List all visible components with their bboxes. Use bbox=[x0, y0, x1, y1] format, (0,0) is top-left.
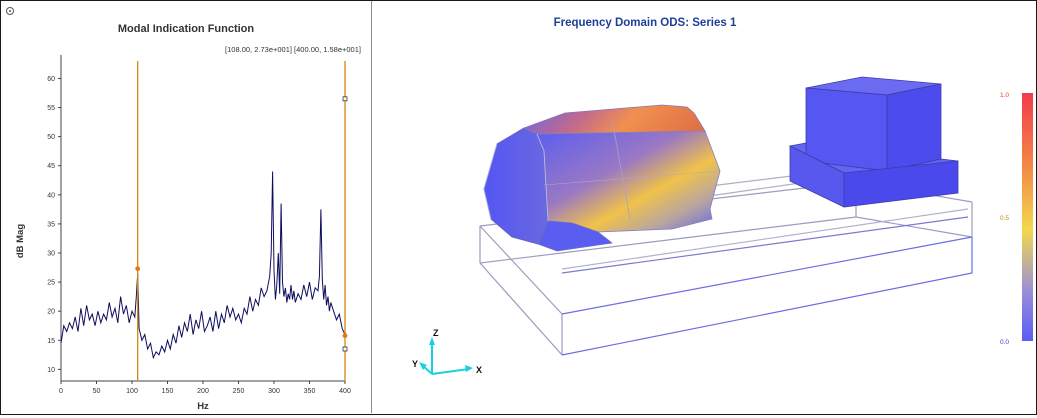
ods-view-pane[interactable]: Frequency Domain ODS: Series 1 bbox=[372, 1, 1036, 413]
y-tick-label: 25 bbox=[47, 280, 55, 287]
color-scale: 1.0 0.5 0.0 bbox=[1000, 92, 1033, 346]
y-axis-label: dB Mag bbox=[15, 224, 26, 259]
x-tick-label: 0 bbox=[59, 388, 63, 395]
cursor-readout: [108.00, 2.73e+001] [400.00, 1.58e+001] bbox=[225, 45, 361, 54]
y-tick-label: 35 bbox=[47, 221, 55, 228]
x-tick-label: 200 bbox=[197, 388, 209, 395]
y-tick-label: 30 bbox=[47, 251, 55, 258]
mif-trace bbox=[60, 171, 346, 360]
ods-title: Frequency Domain ODS: Series 1 bbox=[554, 17, 737, 29]
y-tick-label: 20 bbox=[47, 309, 55, 316]
motor-mesh[interactable] bbox=[483, 104, 721, 252]
y-tick-label: 10 bbox=[47, 367, 55, 374]
y-tick-label: 55 bbox=[47, 105, 55, 112]
cursor-handle-bottom[interactable] bbox=[342, 346, 348, 352]
y-tick-label: 50 bbox=[47, 134, 55, 141]
x-tick-label: 350 bbox=[304, 388, 316, 395]
axis-z-label: Z bbox=[433, 328, 439, 338]
pump-block[interactable] bbox=[788, 76, 959, 208]
y-tick-label: 15 bbox=[47, 338, 55, 345]
x-tick-label: 50 bbox=[93, 388, 101, 395]
x-tick-label: 300 bbox=[268, 388, 280, 395]
color-scale-max: 1.0 bbox=[1000, 92, 1009, 99]
mif-plot-pane[interactable]: Modal Indication Function [108.00, 2.73e… bbox=[1, 1, 372, 413]
y-tick-label: 45 bbox=[47, 163, 55, 170]
y-tick-label: 40 bbox=[47, 192, 55, 199]
cursor-handle-top[interactable] bbox=[342, 96, 348, 102]
color-scale-bar bbox=[1022, 93, 1033, 341]
axis-y-label: Y bbox=[412, 359, 418, 369]
cursor-marker-2[interactable] bbox=[342, 333, 348, 339]
x-tick-label: 150 bbox=[162, 388, 174, 395]
y-tick-label: 60 bbox=[47, 76, 55, 83]
x-axis-label: Hz bbox=[197, 401, 209, 412]
axis-x-label: X bbox=[476, 365, 482, 375]
color-scale-mid: 0.5 bbox=[1000, 215, 1009, 222]
mif-title: Modal Indication Function bbox=[118, 23, 255, 35]
axes-triad: Z Y X bbox=[412, 328, 482, 375]
pin-icon[interactable] bbox=[6, 7, 14, 15]
x-tick-label: 250 bbox=[233, 388, 245, 395]
mif-plot[interactable]: Modal Indication Function [108.00, 2.73e… bbox=[1, 1, 371, 413]
ods-3d-view[interactable]: Frequency Domain ODS: Series 1 bbox=[372, 1, 1036, 413]
x-tick-label: 100 bbox=[126, 388, 138, 395]
cursor-marker-1[interactable] bbox=[135, 266, 141, 272]
x-tick-label: 400 bbox=[339, 388, 351, 395]
color-scale-min: 0.0 bbox=[1000, 339, 1009, 346]
